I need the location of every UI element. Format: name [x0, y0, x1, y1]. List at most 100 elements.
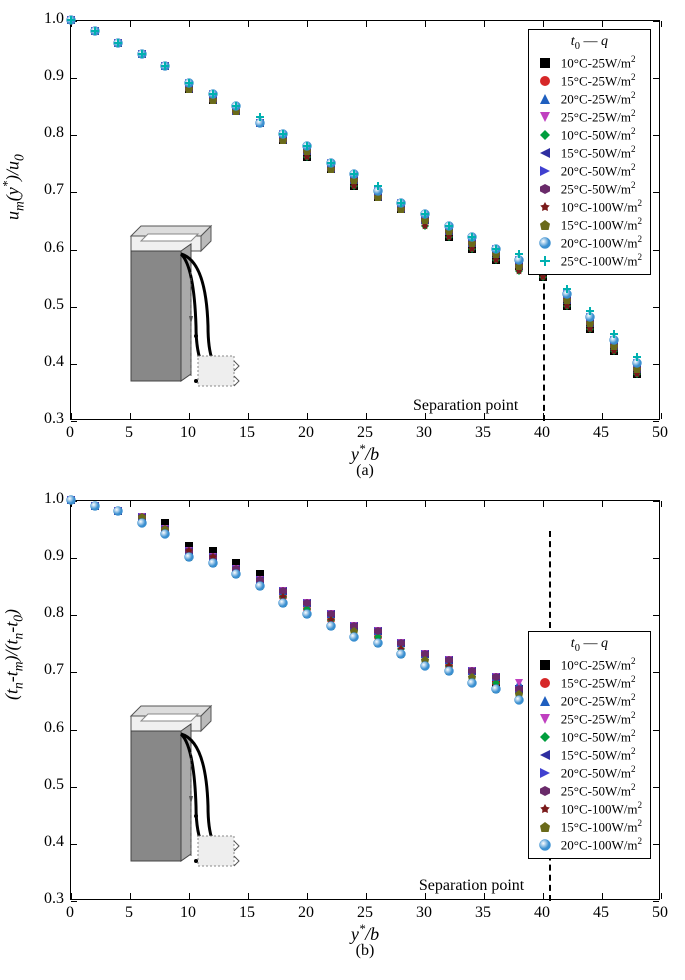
legend-item: 10°C-100W/m2 [537, 800, 642, 818]
legend-item: 20°C-50W/m2 [537, 764, 642, 782]
y-tick-label: 1.0 [32, 490, 64, 508]
figure-b: Separation point t0 — q10°C-25W/m215°C-2… [10, 490, 675, 960]
tick-x [661, 893, 662, 899]
tick-x [661, 21, 662, 27]
legend-item: 20°C-25W/m2 [537, 692, 642, 710]
legend-item: 20°C-100W/m2 [537, 836, 642, 854]
legend-marker-icon [537, 783, 553, 799]
legend-label: 15°C-25W/m2 [561, 72, 636, 89]
legend-marker-icon [537, 711, 553, 727]
tick-x [189, 893, 190, 899]
legend-item: 20°C-25W/m2 [537, 90, 642, 108]
data-point [609, 326, 619, 344]
legend-marker-icon [537, 801, 553, 817]
tick-x [543, 21, 544, 27]
legend-label: 15°C-25W/m2 [561, 674, 636, 691]
legend-label: 10°C-25W/m2 [561, 656, 636, 673]
tick-x [484, 21, 485, 27]
x-tick-label: 5 [119, 424, 139, 442]
tick-x [248, 21, 249, 27]
x-tick-label: 25 [355, 904, 375, 922]
tick-x [248, 893, 249, 899]
tick-y [653, 192, 659, 193]
y-tick-label: 0.3 [32, 410, 64, 428]
x-tick-label: 5 [119, 904, 139, 922]
legend-label: 10°C-100W/m2 [561, 198, 642, 215]
data-point [491, 681, 501, 699]
x-tick-label: 15 [237, 904, 257, 922]
legend-marker-icon [537, 127, 553, 143]
tick-x [71, 893, 72, 899]
data-point [444, 218, 454, 236]
tick-y [71, 558, 77, 559]
tick-y [653, 78, 659, 79]
legend-marker-icon [537, 657, 553, 673]
figure-a: Separation point t0 — q 10°C-25W/m215°C-2… [10, 10, 675, 480]
tick-y [653, 364, 659, 365]
tick-y [653, 307, 659, 308]
y-axis-title: um(y*)/u0 [1, 154, 28, 220]
y-tick-label: 0.7 [32, 181, 64, 199]
legend-item: 15°C-50W/m2 [537, 746, 642, 764]
data-point [255, 578, 265, 596]
data-point [278, 126, 288, 144]
tick-y [653, 844, 659, 845]
tick-x [543, 501, 544, 507]
y-tick-label: 0.6 [32, 239, 64, 257]
data-point [278, 595, 288, 613]
legend-marker-icon [537, 109, 553, 125]
data-point [66, 492, 76, 510]
x-tick-label: 35 [473, 424, 493, 442]
legend-label: 20°C-50W/m2 [561, 162, 636, 179]
tick-x [307, 413, 308, 419]
tick-y [653, 421, 659, 422]
legend-item: 20°C-50W/m2 [537, 162, 642, 180]
legend-label: 20°C-50W/m2 [561, 764, 636, 781]
legend: t0 — q 10°C-25W/m215°C-25W/m220°C-25W/m2 2… [528, 631, 651, 859]
data-point [302, 138, 312, 156]
tick-y [653, 250, 659, 251]
data-point [137, 515, 147, 533]
tick-x [602, 893, 603, 899]
x-tick-label: 50 [650, 424, 670, 442]
separation-label: Separation point [413, 397, 518, 415]
legend-label: 10°C-100W/m2 [561, 800, 642, 817]
tick-y [71, 672, 77, 673]
tick-y [71, 78, 77, 79]
legend-item: 25°C-100W/m2 [537, 252, 642, 270]
legend-item: 25°C-25W/m2 [537, 108, 642, 126]
data-point [514, 246, 524, 264]
tick-x [602, 413, 603, 419]
legend-label: 20°C-100W/m2 [561, 836, 642, 853]
legend-title: t0 — q [537, 636, 642, 654]
legend-label: 15°C-100W/m2 [561, 216, 642, 233]
legend-label: 20°C-25W/m2 [561, 692, 636, 709]
tick-x [307, 893, 308, 899]
data-point [90, 23, 100, 41]
legend-item: 15°C-25W/m2 [537, 72, 642, 90]
legend-title: t0 — q [537, 34, 642, 52]
data-point [562, 281, 572, 299]
tick-x [307, 21, 308, 27]
data-point [396, 195, 406, 213]
tick-x [366, 501, 367, 507]
tick-x [248, 501, 249, 507]
data-point [373, 635, 383, 653]
plot-area: Separation point t0 — q 10°C-25W/m215°C-2… [70, 20, 660, 420]
tick-x [71, 413, 72, 419]
legend-marker-icon [537, 181, 553, 197]
tick-x [248, 413, 249, 419]
tick-x [602, 21, 603, 27]
y-tick-label: 0.4 [32, 833, 64, 851]
legend-label: 10°C-50W/m2 [561, 126, 636, 143]
legend-marker-icon [537, 145, 553, 161]
data-point [231, 98, 241, 116]
tick-y [71, 730, 77, 731]
legend-label: 15°C-50W/m2 [561, 144, 636, 161]
x-tick-label: 20 [296, 904, 316, 922]
data-point [113, 503, 123, 521]
data-point [514, 692, 524, 710]
y-tick-label: 0.4 [32, 353, 64, 371]
legend-item: 15°C-50W/m2 [537, 144, 642, 162]
legend-item: 10°C-25W/m2 [537, 54, 642, 72]
